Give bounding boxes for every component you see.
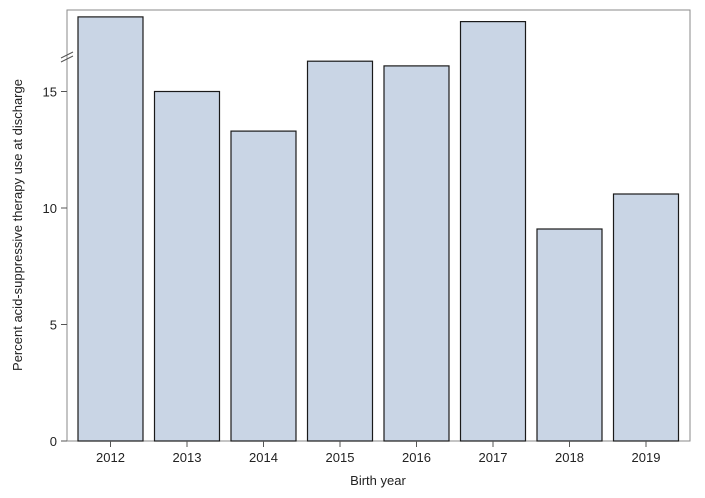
x-tick-label: 2014	[249, 450, 278, 465]
x-tick-label: 2017	[479, 450, 508, 465]
bar-2012	[77, 16, 144, 442]
y-tick-label: 10	[43, 201, 57, 216]
x-tick-label: 2012	[96, 450, 125, 465]
x-tick-label: 2018	[555, 450, 584, 465]
x-tick-label: 2019	[632, 450, 661, 465]
y-tick-label: 15	[43, 85, 57, 100]
bar-2018	[536, 228, 603, 442]
bar-2019	[612, 193, 680, 442]
x-axis: 2012 2013 2014 2015 2016 2017 2018 2019	[96, 441, 660, 465]
plot-frame	[66, 9, 691, 442]
bar-2016	[383, 65, 450, 442]
y-tick-label: 5	[50, 318, 57, 333]
y-tick-label: 0	[50, 434, 57, 449]
x-tick-label: 2016	[402, 450, 431, 465]
y-axis-title: Percent acid-suppressive therapy use at …	[10, 79, 25, 371]
bar-2017	[459, 21, 527, 442]
y-axis: 0 5 10 15	[43, 85, 67, 449]
axis-break-marker	[60, 51, 74, 63]
x-tick-label: 2015	[326, 450, 355, 465]
bars-group	[77, 16, 680, 442]
bar-2013	[153, 90, 221, 442]
bar-2015	[306, 60, 374, 442]
x-tick-label: 2013	[173, 450, 202, 465]
bar-2014	[230, 130, 297, 442]
x-axis-title: Birth year	[350, 473, 406, 488]
